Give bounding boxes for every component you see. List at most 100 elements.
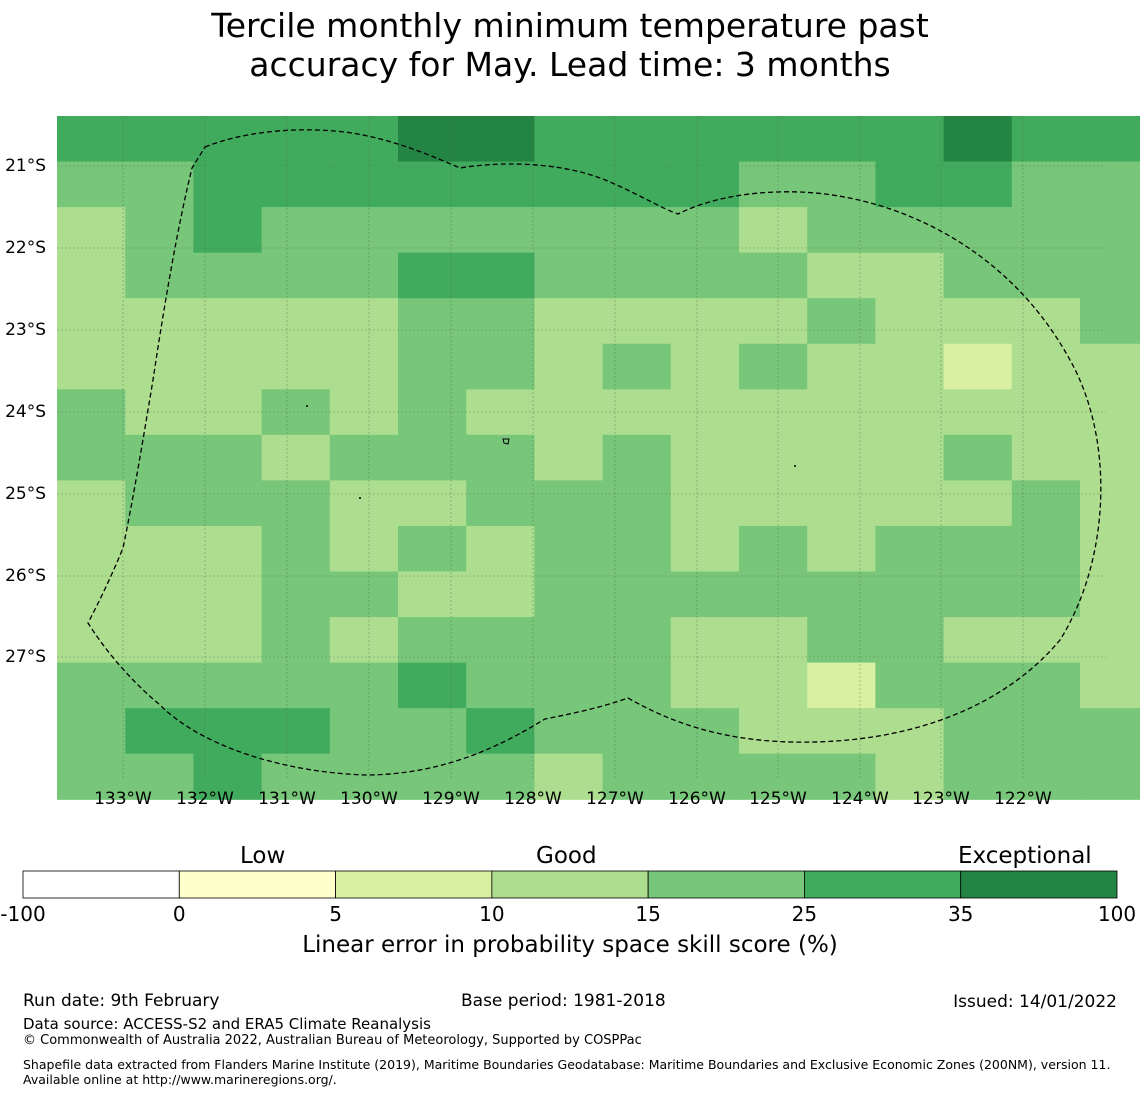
skill-cell <box>670 480 740 527</box>
skill-cell <box>329 662 399 709</box>
skill-cell <box>602 389 672 436</box>
skill-cell <box>602 434 672 481</box>
skill-cell <box>261 525 331 573</box>
skill-cell <box>57 434 126 481</box>
skill-cell <box>57 116 126 163</box>
skill-cell <box>807 298 876 345</box>
skill-cell <box>466 571 535 618</box>
skill-cell <box>807 116 876 163</box>
skill-cell <box>1011 343 1081 390</box>
skill-cell <box>398 343 467 390</box>
skill-cell <box>739 617 808 664</box>
latitude-label: 25°S <box>5 484 46 504</box>
skill-cell <box>57 708 126 755</box>
latitude-label: 26°S <box>5 566 46 586</box>
skill-cell <box>398 116 467 163</box>
skill-cell <box>739 708 808 755</box>
shapefile-credit: Shapefile data extracted from Flanders M… <box>23 1057 1111 1087</box>
skill-cell <box>534 753 604 800</box>
longitude-label: 123°W <box>912 789 970 809</box>
skill-cell <box>193 207 263 254</box>
skill-cell <box>943 116 1013 163</box>
skill-cell <box>57 207 126 254</box>
skill-cell <box>329 298 399 345</box>
skill-cell <box>602 298 672 345</box>
title-line-2: accuracy for May. Lead time: 3 months <box>249 45 891 84</box>
skill-cell <box>1011 207 1081 254</box>
colorbar-segment <box>335 870 493 899</box>
colorbar-tick-label: -100 <box>0 902 46 926</box>
skill-cell <box>125 662 194 709</box>
skill-cell <box>602 161 672 208</box>
island-dot <box>794 465 796 467</box>
skill-cell <box>739 480 808 527</box>
skill-cell <box>602 480 672 527</box>
skill-cell <box>807 480 876 527</box>
skill-cell <box>534 298 604 345</box>
colorbar-title: Linear error in probability space skill … <box>302 932 838 958</box>
colorbar-segment <box>491 870 649 899</box>
skill-cell <box>57 343 126 390</box>
skill-cell <box>125 116 194 163</box>
skill-cell <box>875 662 945 709</box>
colorbar-tick-label: 15 <box>635 902 661 926</box>
skill-cell <box>1080 116 1140 163</box>
skill-cell <box>193 617 263 664</box>
skill-cell <box>125 161 194 208</box>
skill-cell <box>1011 161 1081 208</box>
latitude-label: 21°S <box>5 156 46 176</box>
title-line-1: Tercile monthly minimum temperature past <box>211 6 929 45</box>
run-date: Run date: 9th February <box>23 991 220 1011</box>
skill-cell <box>807 252 876 299</box>
skill-cell <box>943 161 1013 208</box>
skill-cell <box>739 753 808 800</box>
skill-cell <box>125 708 194 755</box>
skill-cell <box>739 298 808 345</box>
skill-cell <box>875 298 945 345</box>
skill-cell <box>602 708 672 755</box>
skill-cell <box>670 434 740 481</box>
skill-cell <box>466 662 535 709</box>
skill-cell <box>943 708 1013 755</box>
colorbar-tick-label: 5 <box>329 902 342 926</box>
longitude-label: 127°W <box>586 789 644 809</box>
skill-cell <box>466 617 535 664</box>
skill-cell <box>602 207 672 254</box>
skill-cell <box>466 207 535 254</box>
map-title: Tercile monthly minimum temperature past… <box>0 6 1140 84</box>
skill-cell <box>57 617 126 664</box>
skill-cell <box>670 161 740 208</box>
skill-cell <box>1080 617 1140 664</box>
skill-cell <box>807 753 876 800</box>
skill-cell <box>739 116 808 163</box>
skill-cell <box>807 434 876 481</box>
skill-cell <box>739 525 808 573</box>
colorbar-tick-label: 25 <box>791 902 818 926</box>
skill-cell <box>398 161 467 208</box>
copyright: © Commonwealth of Australia 2022, Austra… <box>23 1033 642 1048</box>
skill-cell <box>670 525 740 573</box>
skill-cell <box>193 252 263 299</box>
skill-cell <box>57 298 126 345</box>
skill-cell <box>329 525 399 573</box>
skill-cell <box>875 525 945 573</box>
skill-cell <box>261 434 331 481</box>
skill-cell <box>398 434 467 481</box>
skill-cell <box>329 207 399 254</box>
skill-cell <box>670 207 740 254</box>
skill-cell <box>943 389 1013 436</box>
skill-cell <box>125 434 194 481</box>
skill-cell <box>943 480 1013 527</box>
skill-cell <box>125 571 194 618</box>
skill-cell <box>943 252 1013 299</box>
skill-cell <box>398 662 467 709</box>
skill-cell <box>943 434 1013 481</box>
skill-cell <box>875 343 945 390</box>
skill-cell <box>1080 753 1140 800</box>
skill-cell <box>534 161 604 208</box>
category-good-label: Good <box>536 843 597 869</box>
skill-cell <box>602 753 672 800</box>
skill-cell <box>125 617 194 664</box>
skill-cell <box>807 161 876 208</box>
skill-cell <box>466 252 535 299</box>
